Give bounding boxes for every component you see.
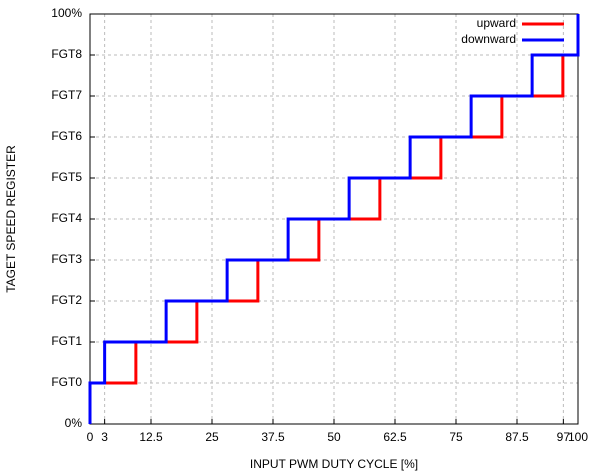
step-line xyxy=(88,14,580,424)
legend-label: upward xyxy=(477,16,516,30)
y-tick-label: 0% xyxy=(65,416,83,430)
x-tick-label: 62.5 xyxy=(383,430,407,444)
x-tick-label: 50 xyxy=(327,430,341,444)
y-tick-label: FGT4 xyxy=(51,211,82,225)
y-axis-label: TAGET SPEED REGISTER xyxy=(4,145,18,293)
legend-label: downward xyxy=(461,32,516,46)
x-tick-label: 75 xyxy=(449,430,463,444)
y-tick-label: FGT7 xyxy=(51,88,82,102)
x-axis-label: INPUT PWM DUTY CYCLE [%] xyxy=(250,457,418,471)
x-tick-label: 3 xyxy=(101,430,108,444)
y-tick-label: FGT6 xyxy=(51,129,82,143)
x-tick-label: 12.5 xyxy=(139,430,163,444)
x-tick-label: 0 xyxy=(87,430,94,444)
x-tick-label: 97 xyxy=(557,430,571,444)
x-tick-label: 87.5 xyxy=(505,430,529,444)
plot-frame xyxy=(89,13,579,425)
y-tick-label: 100% xyxy=(51,6,82,20)
y-tick-label: FGT5 xyxy=(51,170,82,184)
x-tick-label: 25 xyxy=(205,430,219,444)
y-tick-label: FGT3 xyxy=(51,252,82,266)
y-tick-label: FGT2 xyxy=(51,293,82,307)
x-tick-label: 100 xyxy=(568,430,588,444)
y-tick-label: FGT8 xyxy=(51,47,82,61)
y-tick-label: FGT1 xyxy=(51,334,82,348)
x-tick-label: 37.5 xyxy=(261,430,285,444)
y-tick-label: FGT0 xyxy=(51,375,82,389)
